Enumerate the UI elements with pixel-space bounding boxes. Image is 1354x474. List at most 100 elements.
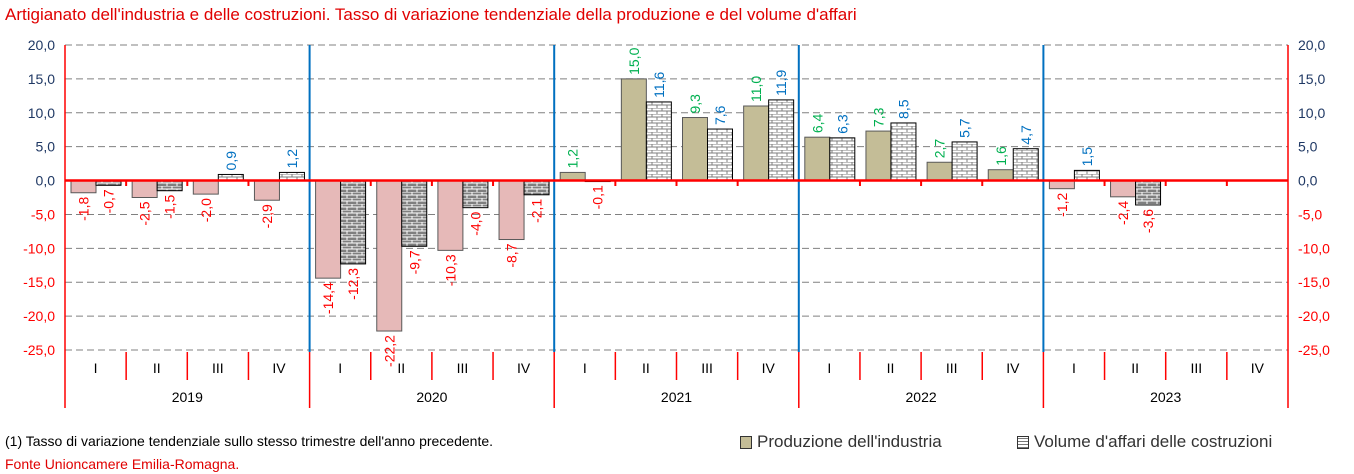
data-label: -10,3 — [442, 254, 458, 286]
bar-produzione — [620, 78, 647, 182]
data-label: 5,7 — [957, 118, 973, 138]
footnote: (1) Tasso di variazione tendenziale sull… — [5, 433, 494, 449]
y-tick-label-left: 10,0 — [28, 105, 55, 121]
quarter-label: III — [212, 360, 224, 376]
data-label: -0,1 — [590, 185, 606, 209]
quarter-label: I — [583, 360, 587, 376]
data-label: 1,5 — [1079, 147, 1095, 167]
data-label: -2,4 — [1115, 201, 1131, 225]
y-tick-label-left: -5,0 — [31, 206, 55, 222]
data-label: 6,4 — [809, 114, 825, 134]
bar-volume — [951, 141, 978, 182]
data-label: 9,3 — [687, 94, 703, 114]
quarter-label: I — [827, 360, 831, 376]
bar-volume — [462, 180, 489, 209]
quarter-label: IV — [272, 360, 286, 376]
year-label: 2020 — [416, 389, 447, 405]
bar-produzione — [498, 180, 525, 241]
bar-volume — [890, 122, 917, 182]
bar-volume — [340, 180, 367, 265]
quarter-label: III — [946, 360, 958, 376]
data-label: 11,6 — [651, 72, 667, 98]
bar-produzione — [926, 161, 953, 182]
data-label: -3,6 — [1140, 209, 1156, 233]
data-label: -9,7 — [406, 250, 422, 274]
y-tick-label-right: 20,0 — [1298, 37, 1325, 53]
bar-produzione — [437, 180, 464, 251]
data-label: 1,2 — [565, 149, 581, 169]
year-label: 2019 — [172, 389, 203, 405]
y-tick-label-left: 0,0 — [36, 173, 56, 189]
data-label: 6,3 — [834, 114, 850, 134]
source-note: Fonte Unioncamere Emilia-Romagna. — [5, 456, 240, 472]
year-label: 2022 — [906, 389, 937, 405]
quarter-label: II — [397, 360, 405, 376]
y-tick-label-right: -25,0 — [1298, 342, 1330, 358]
bar-produzione — [315, 180, 342, 279]
data-label: 1,2 — [284, 149, 300, 169]
quarter-label: II — [153, 360, 161, 376]
quarter-label: I — [1072, 360, 1076, 376]
bar-volume — [1012, 148, 1039, 182]
quarter-label: II — [642, 360, 650, 376]
bar-produzione — [743, 105, 770, 182]
data-label: 0,9 — [223, 151, 239, 171]
bar-volume — [401, 180, 428, 247]
bar-produzione — [376, 180, 403, 332]
legend-item-produzione: Produzione dell'industria — [740, 432, 942, 452]
quarter-label: II — [887, 360, 895, 376]
data-label: 1,6 — [993, 146, 1009, 166]
y-tick-label-left: -25,0 — [23, 342, 55, 358]
data-label: 15,0 — [626, 47, 642, 74]
bar-produzione — [865, 130, 892, 182]
y-tick-label-left: 5,0 — [36, 139, 56, 155]
quarter-label: III — [1190, 360, 1202, 376]
bar-volume — [156, 180, 183, 192]
quarter-label: I — [94, 360, 98, 376]
legend-label: Produzione dell'industria — [757, 432, 942, 451]
bar-produzione — [70, 180, 97, 194]
y-tick-label-right: -20,0 — [1298, 308, 1330, 324]
data-label: -1,5 — [162, 195, 178, 219]
data-label: -12,3 — [345, 268, 361, 300]
data-label: -2,0 — [198, 198, 214, 222]
data-label: -4,0 — [467, 211, 483, 235]
bar-produzione — [987, 169, 1014, 182]
bar-volume — [1073, 169, 1100, 182]
data-label: -22,2 — [381, 335, 397, 367]
bar-volume — [768, 99, 795, 182]
bar-volume — [645, 101, 672, 182]
year-label: 2021 — [661, 389, 692, 405]
chart-title: Artigianato dell'industria e delle costr… — [5, 5, 857, 24]
legend-label: Volume d'affari delle costruzioni — [1034, 432, 1273, 451]
data-label: -8,7 — [504, 243, 520, 267]
data-label: -2,1 — [529, 199, 545, 223]
y-tick-label-left: 20,0 — [28, 37, 55, 53]
y-tick-label-left: -15,0 — [23, 274, 55, 290]
y-tick-label-left: -20,0 — [23, 308, 55, 324]
data-label: -1,2 — [1054, 192, 1070, 216]
data-label: 8,5 — [895, 99, 911, 119]
data-label: 7,3 — [870, 107, 886, 127]
y-tick-label-left: -10,0 — [23, 240, 55, 256]
data-label: -2,5 — [137, 201, 153, 225]
y-tick-label-right: -10,0 — [1298, 240, 1330, 256]
y-tick-label-right: 0,0 — [1298, 173, 1318, 189]
y-tick-label-right: 15,0 — [1298, 71, 1325, 87]
data-label: 4,7 — [1018, 125, 1034, 145]
y-tick-label-right: 10,0 — [1298, 105, 1325, 121]
quarter-label: IV — [762, 360, 776, 376]
data-label: 7,6 — [712, 105, 728, 125]
data-label: 11,0 — [748, 76, 764, 102]
y-tick-label-right: -15,0 — [1298, 274, 1330, 290]
quarter-label: IV — [517, 360, 531, 376]
bar-volume — [523, 180, 550, 196]
legend-swatch — [1017, 435, 1029, 449]
bar-produzione — [804, 136, 831, 182]
data-label: 11,9 — [773, 69, 789, 95]
bar-produzione — [1110, 180, 1137, 198]
quarter-label: III — [701, 360, 713, 376]
quarter-label: II — [1131, 360, 1139, 376]
quarter-label: IV — [1006, 360, 1020, 376]
bar-volume — [829, 137, 856, 182]
